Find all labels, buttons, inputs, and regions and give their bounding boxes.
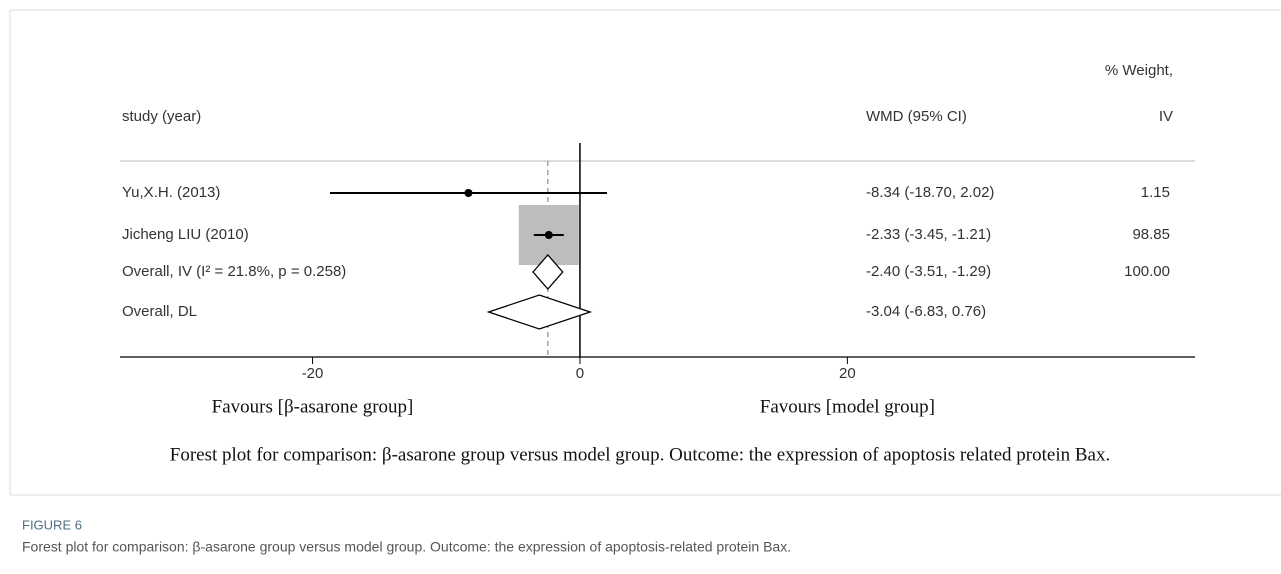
- x-side-label: Favours [model group]: [760, 396, 935, 417]
- study-label: Yu,X.H. (2013): [122, 184, 220, 201]
- note: Forest plot for comparison: β-asarone gr…: [170, 444, 1110, 465]
- x-tick-label: 0: [576, 365, 584, 382]
- x-side-label: Favours [β-asarone group]: [212, 396, 414, 417]
- x-tick-label: 20: [839, 365, 856, 382]
- ci-label: -8.34 (-18.70, 2.02): [866, 184, 994, 201]
- overall-diamond: [532, 254, 564, 290]
- weight-label: 98.85: [1132, 226, 1170, 243]
- ci-label: -2.40 (-3.51, -1.29): [866, 263, 991, 280]
- weight-label: 1.15: [1141, 184, 1170, 201]
- overall-label: Overall, DL: [122, 303, 197, 320]
- weight-label: 100.00: [1124, 263, 1170, 280]
- weight-header: % Weight,: [1105, 62, 1173, 79]
- overall-diamond: [486, 294, 593, 330]
- ci-label: -3.04 (-6.83, 0.76): [866, 303, 986, 320]
- effect-header: WMD (95% CI): [866, 108, 967, 125]
- estimate-point: [544, 231, 553, 239]
- ci-label: -2.33 (-3.45, -1.21): [866, 226, 991, 243]
- figure-caption: Forest plot for comparison: β-asarone gr…: [22, 539, 791, 555]
- estimate-point: [464, 189, 473, 197]
- study-header: study (year): [122, 108, 201, 125]
- study-label: Jicheng LIU (2010): [122, 226, 249, 243]
- overall-label: Overall, IV (I² = 21.8%, p = 0.258): [122, 263, 346, 280]
- x-tick-label: -20: [302, 365, 324, 382]
- weight-header: IV: [1159, 108, 1173, 125]
- figure-label: FIGURE 6: [22, 517, 82, 532]
